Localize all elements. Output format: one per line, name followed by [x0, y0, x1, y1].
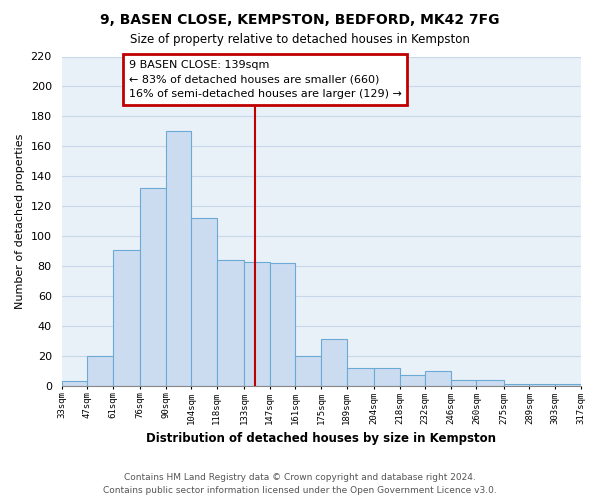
Bar	[347, 368, 374, 386]
Bar	[321, 340, 347, 386]
X-axis label: Distribution of detached houses by size in Kempston: Distribution of detached houses by size …	[146, 432, 496, 445]
Text: Size of property relative to detached houses in Kempston: Size of property relative to detached ho…	[130, 32, 470, 46]
Bar	[270, 263, 295, 386]
Bar	[400, 376, 425, 386]
Bar	[217, 260, 244, 386]
Bar	[295, 356, 321, 386]
Bar	[166, 132, 191, 386]
Bar	[113, 250, 140, 386]
Bar	[140, 188, 166, 386]
Y-axis label: Number of detached properties: Number of detached properties	[15, 134, 25, 309]
Bar	[476, 380, 504, 386]
Bar	[504, 384, 529, 386]
Bar	[529, 384, 555, 386]
Bar	[425, 371, 451, 386]
Text: Contains HM Land Registry data © Crown copyright and database right 2024.
Contai: Contains HM Land Registry data © Crown c…	[103, 473, 497, 495]
Text: 9, BASEN CLOSE, KEMPSTON, BEDFORD, MK42 7FG: 9, BASEN CLOSE, KEMPSTON, BEDFORD, MK42 …	[100, 12, 500, 26]
Bar	[87, 356, 113, 386]
Text: 9 BASEN CLOSE: 139sqm
← 83% of detached houses are smaller (660)
16% of semi-det: 9 BASEN CLOSE: 139sqm ← 83% of detached …	[129, 60, 402, 100]
Bar	[555, 384, 581, 386]
Bar	[244, 262, 270, 386]
Bar	[191, 218, 217, 386]
Bar	[62, 382, 87, 386]
Bar	[374, 368, 400, 386]
Bar	[451, 380, 476, 386]
